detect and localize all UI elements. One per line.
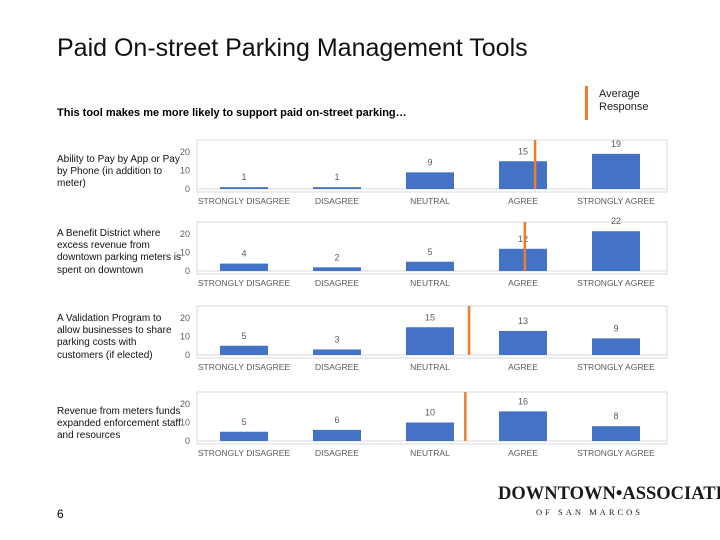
bar xyxy=(406,422,454,441)
data-label: 12 xyxy=(518,234,528,244)
y-tick-label: 20 xyxy=(180,147,190,157)
bar xyxy=(406,327,454,355)
data-label: 13 xyxy=(518,316,528,326)
chart-frame xyxy=(196,221,668,275)
category-label: STRONGLY AGREE xyxy=(577,362,655,372)
bar xyxy=(499,330,547,355)
legend: Average Response xyxy=(585,86,675,120)
bar xyxy=(313,349,361,355)
data-label: 22 xyxy=(611,216,621,226)
bar xyxy=(220,263,268,271)
bar-chart-svg: 0 10 20 5 STRONGLY DISAGREE 3 DISAGREE 15 NEUTRA… xyxy=(180,305,668,372)
chart-frame xyxy=(196,305,668,359)
data-label: 5 xyxy=(241,417,246,427)
category-label: AGREE xyxy=(508,448,538,458)
page-number: 6 xyxy=(57,507,64,521)
bar xyxy=(499,411,547,441)
bar xyxy=(220,345,268,355)
category-label: STRONGLY AGREE xyxy=(577,196,655,206)
bar-chart-svg: 0 10 20 4 STRONGLY DISAGREE 2 DISAGREE 5 NEUTRAL… xyxy=(180,216,668,288)
chart-label: A Benefit District where excess revenue … xyxy=(57,228,181,276)
data-label: 5 xyxy=(427,247,432,257)
logo-sub-text: OF SAN MARCOS xyxy=(536,507,644,517)
bar xyxy=(499,248,547,271)
category-label: AGREE xyxy=(508,196,538,206)
chart-panel-4: Revenue from meters funds expanded enfor… xyxy=(0,391,720,462)
data-label: 9 xyxy=(427,157,432,167)
category-label: NEUTRAL xyxy=(410,448,450,458)
data-label: 6 xyxy=(334,415,339,425)
chart-frame xyxy=(196,391,668,445)
bar xyxy=(592,153,640,189)
category-label: DISAGREE xyxy=(315,196,359,206)
category-label: DISAGREE xyxy=(315,278,359,288)
chart-panel-3: A Validation Program to allow businesses… xyxy=(0,305,720,376)
category-label: DISAGREE xyxy=(315,448,359,458)
category-label: STRONGLY AGREE xyxy=(577,448,655,458)
category-label: NEUTRAL xyxy=(410,278,450,288)
category-label: STRONGLY DISAGREE xyxy=(198,278,291,288)
chart-frame xyxy=(196,139,668,193)
bar-chart-svg: 0 10 20 1 STRONGLY DISAGREE 1 DISAGREE 9 NEUTRAL… xyxy=(180,139,668,206)
bar xyxy=(592,338,640,355)
chart-panel-1: Ability to Pay by App or Pay by Phone (i… xyxy=(0,139,720,210)
category-label: STRONGLY AGREE xyxy=(577,278,655,288)
data-label: 10 xyxy=(425,408,435,418)
legend-average-line-swatch xyxy=(585,86,588,120)
y-tick-label: 10 xyxy=(180,332,190,342)
bar xyxy=(499,161,547,189)
logo-main-text: DOWNTOWN•ASSOCIATION xyxy=(498,484,720,504)
bar xyxy=(220,431,268,441)
y-tick-label: 0 xyxy=(185,436,190,446)
data-label: 5 xyxy=(241,331,246,341)
chart-panel-2: A Benefit District where excess revenue … xyxy=(0,216,720,292)
data-label: 15 xyxy=(518,146,528,156)
data-label: 2 xyxy=(334,252,339,262)
data-label: 15 xyxy=(425,312,435,322)
category-label: AGREE xyxy=(508,362,538,372)
category-label: DISAGREE xyxy=(315,362,359,372)
category-label: STRONGLY DISAGREE xyxy=(198,196,291,206)
category-label: STRONGLY DISAGREE xyxy=(198,362,291,372)
data-label: 16 xyxy=(518,396,528,406)
y-tick-label: 20 xyxy=(180,313,190,323)
bar xyxy=(313,187,361,189)
data-label: 4 xyxy=(241,249,246,259)
slide-title: Paid On-street Parking Management Tools xyxy=(57,34,528,62)
y-tick-label: 10 xyxy=(180,166,190,176)
category-label: NEUTRAL xyxy=(410,196,450,206)
bar-chart-svg: 0 10 20 5 STRONGLY DISAGREE 6 DISAGREE 10 NEUTRA… xyxy=(180,391,668,458)
downtown-association-logo: DOWNTOWN•ASSOCIATION OF SAN MARCOS xyxy=(498,484,720,520)
bar xyxy=(313,267,361,271)
data-label: 8 xyxy=(613,411,618,421)
y-tick-label: 20 xyxy=(180,399,190,409)
data-label: 9 xyxy=(613,323,618,333)
bar xyxy=(220,187,268,189)
chart-label: A Validation Program to allow businesses… xyxy=(57,313,172,361)
category-label: STRONGLY DISAGREE xyxy=(198,448,291,458)
bar xyxy=(406,172,454,189)
chart-label: Ability to Pay by App or Pay by Phone (i… xyxy=(57,154,180,190)
bar xyxy=(592,231,640,271)
data-label: 1 xyxy=(241,172,246,182)
chart-label: Revenue from meters funds expanded enfor… xyxy=(57,406,181,442)
category-label: NEUTRAL xyxy=(410,362,450,372)
y-tick-label: 10 xyxy=(180,248,190,258)
y-tick-label: 0 xyxy=(185,184,190,194)
bar xyxy=(406,261,454,271)
y-tick-label: 20 xyxy=(180,229,190,239)
slide-subtitle: This tool makes me more likely to suppor… xyxy=(57,107,407,119)
category-label: AGREE xyxy=(508,278,538,288)
data-label: 3 xyxy=(334,334,339,344)
legend-label: Average Response xyxy=(599,88,649,113)
y-tick-label: 0 xyxy=(185,350,190,360)
data-label: 19 xyxy=(611,139,621,149)
bar xyxy=(592,426,640,441)
data-label: 1 xyxy=(334,172,339,182)
y-tick-label: 10 xyxy=(180,418,190,428)
y-tick-label: 0 xyxy=(185,266,190,276)
bar xyxy=(313,429,361,441)
